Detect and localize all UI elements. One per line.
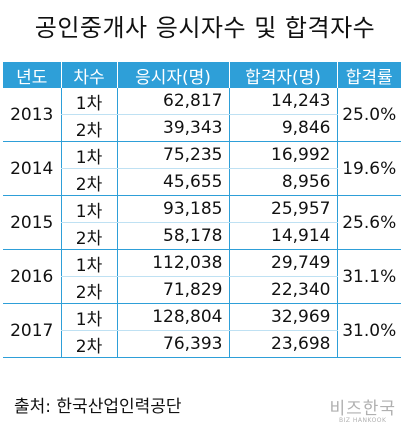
publisher-logo: 비즈한국 BIZ HANKOOK — [329, 394, 396, 424]
pass-rate-cell: 31.0% — [336, 303, 401, 358]
table-row: 2016 1차 112,038 29,749 31.1% — [3, 249, 401, 304]
passers-cell: 32,969 — [228, 303, 337, 331]
table-row: 2차 71,829 22,340 — [3, 276, 401, 304]
round-cell: 2차 — [60, 330, 117, 358]
table-header-row: 년도 차수 응시자(명) 합격자(명) 합격률 — [3, 62, 401, 88]
source-note: 출처: 한국산업인력공단 — [14, 397, 182, 417]
table-row: 2014 1차 75,235 16,992 19.6% — [3, 141, 401, 196]
applicants-cell: 45,655 — [116, 168, 229, 196]
round-cell: 2차 — [60, 276, 117, 304]
header-passers: 합격자(명) — [228, 62, 337, 88]
applicants-cell: 71,829 — [116, 276, 229, 304]
applicants-cell: 75,235 — [116, 141, 229, 169]
year-cell: 2017 — [3, 303, 61, 358]
applicants-cell: 128,804 — [116, 303, 229, 331]
round-cell: 1차 — [60, 249, 117, 277]
year-cell: 2013 — [3, 88, 61, 142]
round-cell: 2차 — [60, 222, 117, 250]
table-row: 2차 76,393 23,698 — [3, 330, 401, 358]
header-pass-rate: 합격률 — [336, 62, 401, 88]
round-cell: 1차 — [60, 195, 117, 223]
year-cell: 2014 — [3, 141, 61, 196]
applicants-cell: 58,178 — [116, 222, 229, 250]
table-body: 2013 1차 62,817 14,243 25.0% 2차 39,343 9,… — [3, 88, 401, 358]
round-cell: 1차 — [60, 303, 117, 331]
stats-table: 년도 차수 응시자(명) 합격자(명) 합격률 2013 1차 62,817 1… — [3, 62, 401, 358]
table-row: 2차 58,178 14,914 — [3, 222, 401, 250]
applicants-cell: 112,038 — [116, 249, 229, 277]
table-row: 2013 1차 62,817 14,243 25.0% — [3, 88, 401, 142]
applicants-cell: 39,343 — [116, 114, 229, 142]
passers-cell: 8,956 — [228, 168, 337, 196]
passers-cell: 23,698 — [228, 330, 337, 358]
pass-rate-cell: 31.1% — [336, 249, 401, 304]
applicants-cell: 62,817 — [116, 88, 229, 115]
passers-cell: 16,992 — [228, 141, 337, 169]
passers-cell: 14,243 — [228, 88, 337, 115]
pass-rate-cell: 25.6% — [336, 195, 401, 250]
chart-title: 공인중개사 응시자수 및 합격자수 — [34, 14, 376, 42]
table-row: 2017 1차 128,804 32,969 31.0% — [3, 303, 401, 358]
header-applicants: 응시자(명) — [116, 62, 229, 88]
round-cell: 1차 — [60, 88, 117, 115]
applicants-cell: 76,393 — [116, 330, 229, 358]
passers-cell: 29,749 — [228, 249, 337, 277]
logo-english: BIZ HANKOOK — [338, 417, 387, 424]
table-row: 2015 1차 93,185 25,957 25.6% — [3, 195, 401, 250]
year-cell: 2016 — [3, 249, 61, 304]
round-cell: 1차 — [60, 141, 117, 169]
round-cell: 2차 — [60, 168, 117, 196]
passers-cell: 22,340 — [228, 276, 337, 304]
pass-rate-cell: 25.0% — [336, 88, 401, 142]
passers-cell: 14,914 — [228, 222, 337, 250]
pass-rate-cell: 19.6% — [336, 141, 401, 196]
applicants-cell: 93,185 — [116, 195, 229, 223]
header-round: 차수 — [60, 62, 117, 88]
passers-cell: 25,957 — [228, 195, 337, 223]
round-cell: 2차 — [60, 114, 117, 142]
table-row: 2차 39,343 9,846 — [3, 114, 401, 142]
header-year: 년도 — [3, 62, 61, 88]
table-row: 2차 45,655 8,956 — [3, 168, 401, 196]
logo-korean: 비즈한국 — [329, 399, 396, 419]
year-cell: 2015 — [3, 195, 61, 250]
passers-cell: 9,846 — [228, 114, 337, 142]
